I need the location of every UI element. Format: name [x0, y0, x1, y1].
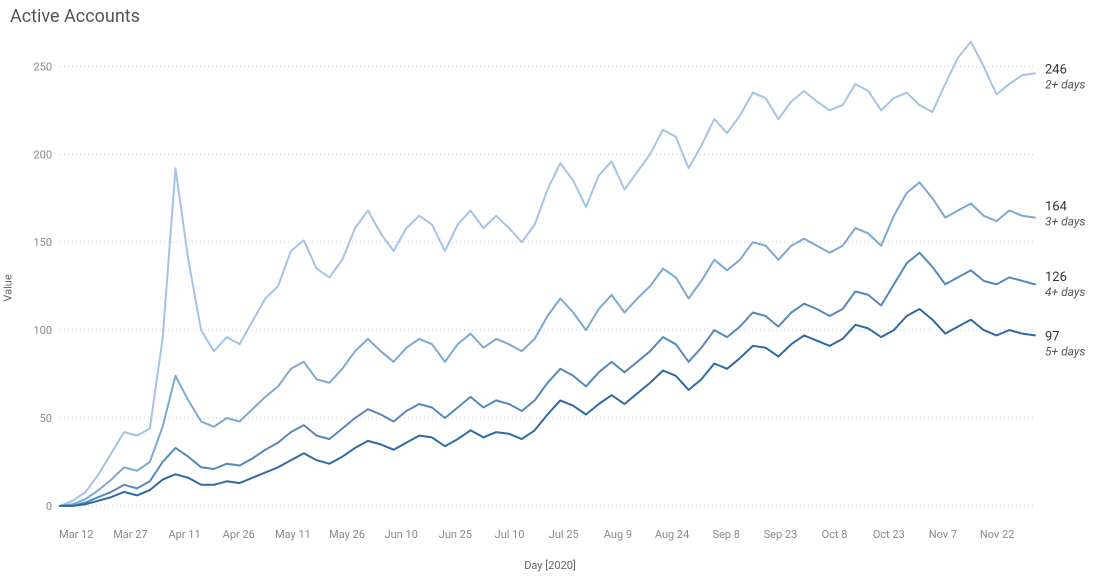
series-end-label: 5+ days	[1045, 345, 1085, 359]
series-end-label: 4+ days	[1045, 285, 1085, 299]
y-tick-label: 200	[33, 148, 52, 161]
x-tick-label: Jun 25	[439, 528, 472, 541]
chart-container: Active Accounts Value Day [2020] 0 50 100 1…	[0, 0, 1100, 576]
x-tick-label: Apr 11	[168, 528, 200, 541]
x-tick-label: May 26	[329, 528, 365, 541]
series-end-label: 2+ days	[1045, 77, 1085, 91]
chart-title: Active Accounts	[10, 6, 140, 27]
x-tick-label: Jul 10	[495, 528, 525, 541]
x-tick-label: Aug 9	[604, 528, 632, 541]
y-tick-label: 150	[33, 236, 52, 249]
y-axis-label: Value	[2, 274, 15, 301]
x-tick-label: Sep 8	[713, 528, 740, 541]
y-tick-label: 50	[40, 412, 52, 425]
series-end-label: 3+ days	[1045, 215, 1085, 229]
x-tick-label: Jun 10	[385, 528, 418, 541]
x-tick-label: Nov 7	[929, 528, 957, 541]
y-tick-label: 100	[33, 324, 52, 337]
x-tick-label: Oct 8	[822, 528, 848, 541]
x-axis-label: Day [2020]	[524, 559, 576, 572]
chart-svg: 0 50 100 150 200 250 Mar 12 Mar 27 Apr 11 Apr 26 M…	[0, 0, 1100, 576]
x-tick-label: Apr 26	[223, 528, 255, 541]
y-tick-label: 0	[46, 500, 52, 513]
series-end-value: 97	[1045, 330, 1060, 345]
series-line	[60, 182, 1035, 506]
series-line	[60, 42, 1035, 506]
x-tick-label: Jul 25	[549, 528, 579, 541]
series-line	[60, 253, 1035, 506]
x-tick-label: May 11	[275, 528, 311, 541]
series-end-value: 246	[1045, 62, 1067, 77]
x-tick-label: Aug 24	[655, 528, 689, 541]
series-end-value: 164	[1045, 200, 1068, 215]
series-end-value: 126	[1045, 270, 1067, 285]
x-tick-label: Oct 23	[873, 528, 905, 541]
x-tick-label: Nov 22	[980, 528, 1014, 541]
x-tick-label: Mar 27	[113, 528, 147, 541]
x-tick-label: Mar 12	[59, 528, 93, 541]
y-tick-label: 250	[33, 60, 52, 73]
x-tick-label: Sep 23	[764, 528, 798, 541]
